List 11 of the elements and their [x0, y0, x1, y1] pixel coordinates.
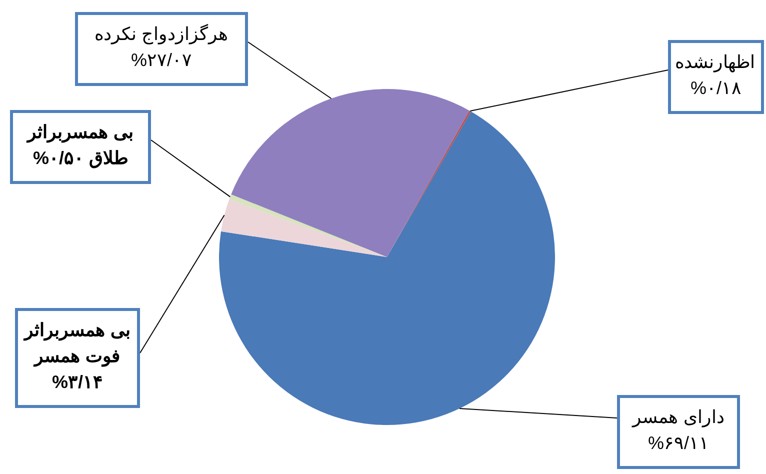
- data-label: %۰/۱۸: [690, 77, 742, 100]
- pie-slice: [219, 112, 555, 425]
- slice-label: هرگزازدواج نکرده: [94, 24, 228, 44]
- data-label: %۲۷/۰۷: [130, 49, 192, 72]
- pie-slice: [231, 89, 470, 257]
- data-label: %۰/۵۰: [32, 147, 84, 170]
- data-label: %۳/۱۴: [52, 371, 103, 394]
- slice-label: دارای همسر: [632, 407, 724, 427]
- slice-label: اظهارنشده: [675, 52, 755, 72]
- slice-label: بی همسربراثر فوت همسر: [24, 320, 130, 366]
- data-label: %۶۹/۱۱: [648, 432, 709, 455]
